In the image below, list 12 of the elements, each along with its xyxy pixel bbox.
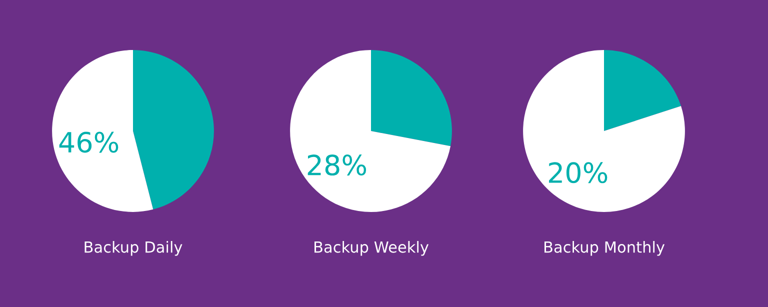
pie-slice bbox=[523, 50, 685, 212]
text: 20% bbox=[548, 162, 608, 184]
pie-slice bbox=[604, 50, 681, 131]
text: Backup Daily bbox=[84, 240, 182, 256]
text: Backup Monthly bbox=[544, 240, 665, 256]
pie-slice bbox=[371, 50, 452, 146]
text: Backup Weekly bbox=[314, 240, 429, 256]
text: 46% bbox=[59, 132, 118, 153]
text: 28% bbox=[308, 154, 366, 176]
pie-slice bbox=[290, 50, 451, 212]
pie-slice bbox=[52, 50, 154, 212]
pie-slice bbox=[133, 50, 214, 210]
